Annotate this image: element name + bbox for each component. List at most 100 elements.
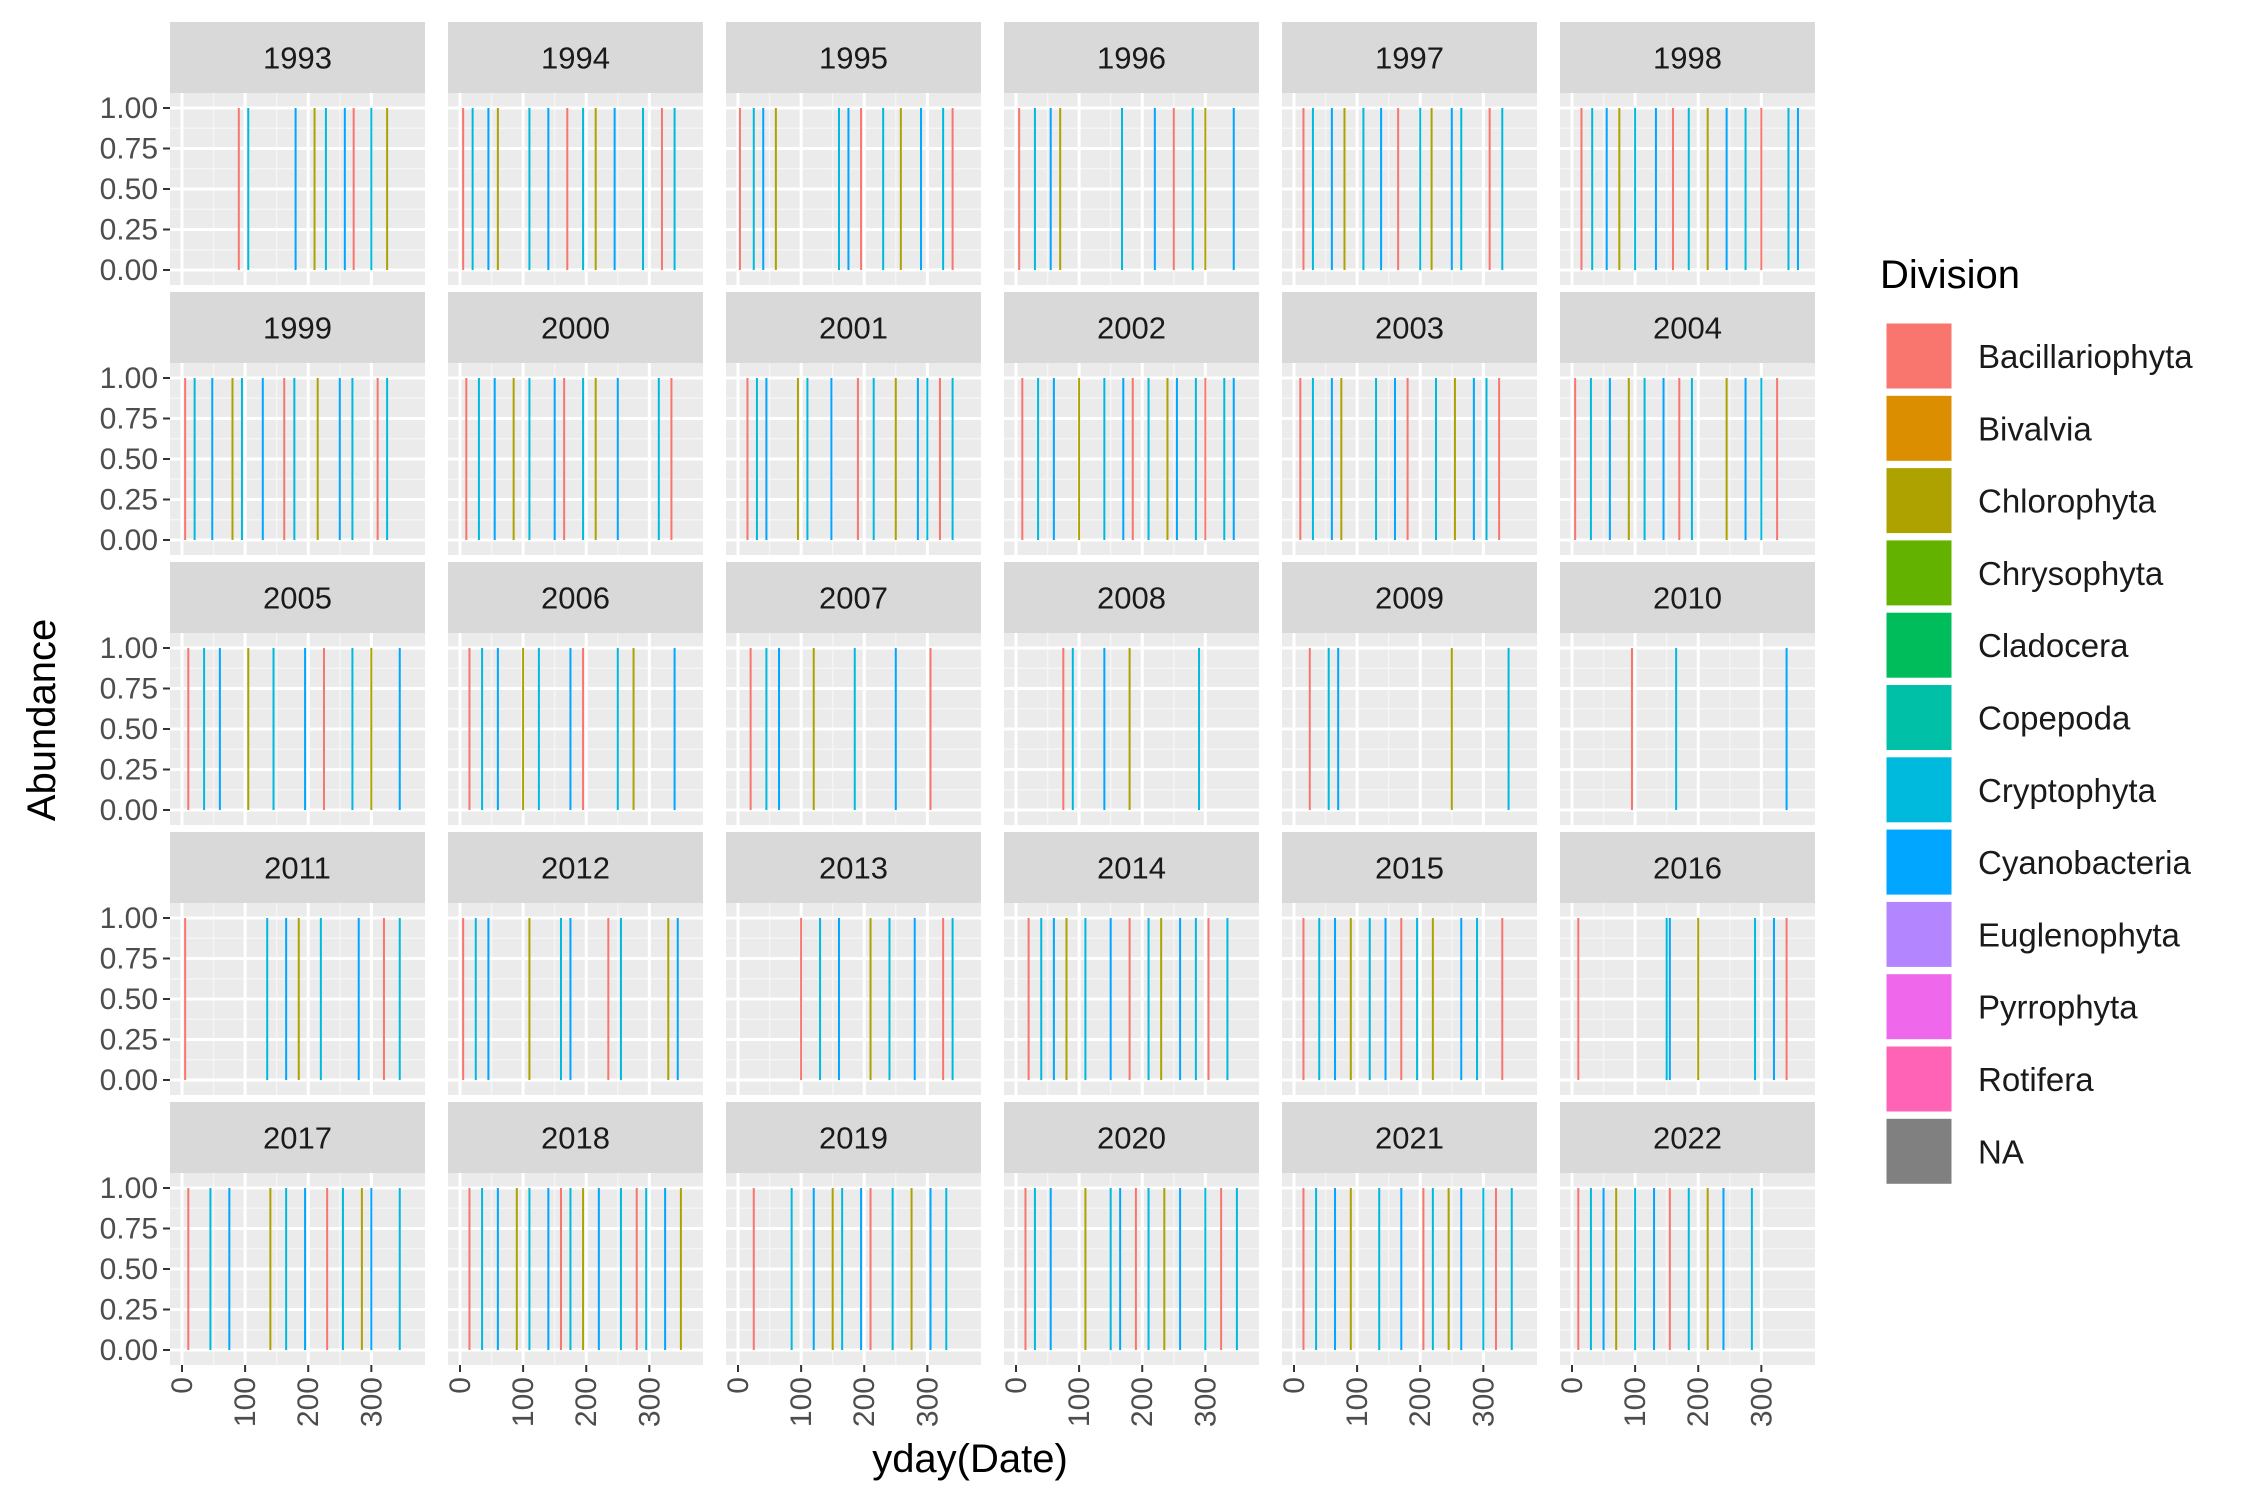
facet-strip (1004, 1102, 1259, 1173)
facet-strip-label: 2021 (1375, 1121, 1444, 1156)
facet-strip-label: 2017 (263, 1121, 332, 1156)
facet-strip-label: 1998 (1653, 41, 1722, 76)
x-tick-label: 0 (444, 1377, 477, 1394)
legend-key (1883, 320, 1955, 392)
x-tick-label: 300 (1467, 1377, 1500, 1427)
facet-strip-label: 2019 (819, 1121, 888, 1156)
facet-strip (1004, 832, 1259, 903)
facet-strip-label: 1995 (819, 41, 888, 76)
facet-strip (1560, 832, 1815, 903)
facet-strip (170, 22, 425, 93)
x-tick-label: 100 (1341, 1377, 1374, 1427)
facet-strip (1004, 562, 1259, 633)
facet-strip (170, 832, 425, 903)
facet-strip-label: 2005 (263, 581, 332, 616)
facet-strip-label: 1994 (541, 41, 610, 76)
x-tick-label: 300 (1189, 1377, 1222, 1427)
facet-strip-label: 2006 (541, 581, 610, 616)
facet-strip-label: 1996 (1097, 41, 1166, 76)
x-tick-label: 0 (166, 1377, 199, 1394)
facet-strip (170, 292, 425, 363)
y-tick-label: 0.00 (100, 254, 158, 287)
facet-strip-label: 2000 (541, 311, 610, 346)
facet-strip-label: 2022 (1653, 1121, 1722, 1156)
facet-strip-label: 2010 (1653, 581, 1722, 616)
facet-strip-label: 2001 (819, 311, 888, 346)
y-tick-label: 0.50 (100, 443, 158, 476)
facet-strip-label: 2013 (819, 851, 888, 886)
legend-key (1883, 754, 1955, 826)
x-tick-label: 0 (1000, 1377, 1033, 1394)
y-tick-label: 0.25 (100, 214, 158, 247)
x-tick-label: 200 (1126, 1377, 1159, 1427)
y-tick-label: 0.00 (100, 794, 158, 827)
y-axis-title: Abundance (20, 619, 64, 821)
facet-strip-label: 2009 (1375, 581, 1444, 616)
y-tick-label: 1.00 (100, 1172, 158, 1205)
x-tick-label: 100 (507, 1377, 540, 1427)
facet-strip (1282, 1102, 1537, 1173)
y-tick-label: 0.50 (100, 173, 158, 206)
facet-strip (448, 292, 703, 363)
facet-strip (448, 1102, 703, 1173)
legend-label: Rotifera (1978, 1061, 2094, 1098)
facet-strip (726, 292, 981, 363)
x-axis-title: yday(Date) (872, 1437, 1068, 1481)
facet-strip-label: 2020 (1097, 1121, 1166, 1156)
facet-strip-label: 2008 (1097, 581, 1166, 616)
x-tick-label: 300 (911, 1377, 944, 1427)
legend-key (1883, 826, 1955, 898)
y-tick-label: 0.75 (100, 673, 158, 706)
x-tick-label: 200 (292, 1377, 325, 1427)
x-tick-label: 0 (722, 1377, 755, 1394)
y-tick-label: 1.00 (100, 902, 158, 935)
x-tick-label: 200 (570, 1377, 603, 1427)
x-tick-label: 200 (1682, 1377, 1715, 1427)
legend-label: Euglenophyta (1978, 916, 2180, 953)
facet-strip-label: 2004 (1653, 311, 1722, 346)
legend-key (1883, 537, 1955, 609)
legend-label: Cryptophyta (1978, 772, 2157, 809)
y-tick-label: 1.00 (100, 632, 158, 665)
x-tick-label: 200 (1404, 1377, 1437, 1427)
x-tick-label: 0 (1278, 1377, 1311, 1394)
y-tick-label: 0.50 (100, 1253, 158, 1286)
legend-key (1883, 898, 1955, 970)
legend-key (1883, 465, 1955, 537)
facet-strip (726, 832, 981, 903)
facet-strip (1004, 292, 1259, 363)
facet-strip-label: 2018 (541, 1121, 610, 1156)
y-tick-label: 1.00 (100, 92, 158, 125)
legend-label: NA (1978, 1133, 2024, 1170)
facet-strip-label: 2012 (541, 851, 610, 886)
x-tick-label: 200 (848, 1377, 881, 1427)
legend-key (1883, 392, 1955, 464)
y-tick-label: 1.00 (100, 362, 158, 395)
facet-strip (1282, 22, 1537, 93)
legend-label: Pyrrophyta (1978, 989, 2138, 1026)
legend-label: Chlorophyta (1978, 483, 2157, 520)
y-tick-label: 0.00 (100, 1334, 158, 1367)
y-tick-label: 0.00 (100, 524, 158, 557)
facet-strip (726, 22, 981, 93)
facet-strip (1282, 832, 1537, 903)
facet-strip-label: 2016 (1653, 851, 1722, 886)
y-tick-label: 0.75 (100, 1213, 158, 1246)
facet-strip (1560, 1102, 1815, 1173)
x-tick-label: 100 (1063, 1377, 1096, 1427)
y-tick-label: 0.75 (100, 943, 158, 976)
legend-label: Bacillariophyta (1978, 338, 2193, 375)
facet-strip (1282, 292, 1537, 363)
facet-strip (1282, 562, 1537, 633)
facet-strip (170, 1102, 425, 1173)
x-tick-label: 100 (1619, 1377, 1652, 1427)
facet-strip-label: 1997 (1375, 41, 1444, 76)
legend-label: Cladocera (1978, 627, 2129, 664)
legend-label: Chrysophyta (1978, 555, 2164, 592)
facet-strip (1004, 22, 1259, 93)
legend-label: Cyanobacteria (1978, 844, 2191, 881)
x-tick-label: 100 (785, 1377, 818, 1427)
facet-strip-label: 1993 (263, 41, 332, 76)
